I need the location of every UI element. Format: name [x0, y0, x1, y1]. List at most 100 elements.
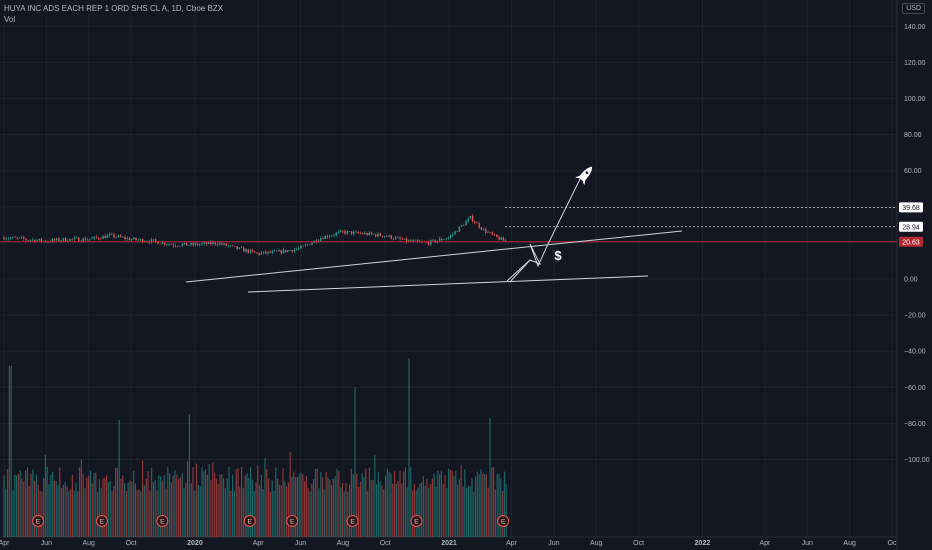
- earnings-marker-label: E: [100, 519, 105, 526]
- candle-body: [447, 237, 450, 239]
- volume-bar: [73, 490, 75, 537]
- dollar-annotation: $: [554, 248, 562, 263]
- current-price-label: 20.63: [899, 236, 923, 247]
- volume-bar: [309, 491, 311, 537]
- volume-bar: [298, 474, 300, 537]
- volume-bar: [104, 477, 106, 537]
- volume-bar: [124, 483, 126, 537]
- volume-bar: [363, 476, 365, 537]
- candle-body: [100, 238, 102, 240]
- volume-bar: [41, 491, 43, 537]
- volume-bar: [44, 455, 46, 537]
- candle-body: [333, 235, 335, 236]
- volume-bar: [336, 469, 338, 537]
- x-tick-label: Jun: [295, 540, 306, 547]
- candle-body: [434, 239, 436, 243]
- candle-body: [150, 239, 153, 243]
- x-tick-label: Jun: [802, 540, 813, 547]
- volume-bar: [237, 468, 239, 537]
- candle-body: [267, 251, 269, 254]
- candle-body: [500, 237, 502, 240]
- volume-bar: [401, 483, 403, 537]
- volume-bar: [187, 461, 189, 537]
- candle-body: [403, 238, 406, 240]
- volume-bar: [21, 478, 23, 537]
- volume-bar: [176, 474, 178, 537]
- volume-bar: [26, 467, 28, 537]
- candle-body: [227, 245, 230, 247]
- candle-body: [3, 237, 5, 240]
- candle-body: [390, 235, 392, 239]
- volume-bar: [100, 488, 102, 537]
- candle-body: [355, 231, 357, 233]
- currency-button[interactable]: USD: [902, 3, 925, 14]
- volume-bar: [431, 478, 433, 537]
- volume-bar: [107, 482, 109, 537]
- volume-bar: [228, 466, 230, 537]
- volume-bar: [300, 472, 302, 537]
- volume-bar: [106, 475, 108, 537]
- volume-bar: [246, 473, 248, 537]
- volume-bar: [244, 475, 246, 537]
- x-tick-label: Aug: [843, 540, 856, 547]
- volume-bar: [320, 471, 322, 537]
- volume-bar: [293, 471, 295, 537]
- volume-bar: [412, 490, 414, 537]
- volume-bar: [77, 491, 79, 537]
- volume-bar: [68, 491, 70, 537]
- volume-bar: [311, 483, 313, 537]
- rocket-fin: [575, 175, 586, 185]
- candle-body: [504, 240, 507, 242]
- volume-bar: [142, 460, 144, 537]
- x-tick-label: Apr: [506, 540, 518, 547]
- candle-body: [201, 243, 203, 245]
- candle-body: [306, 244, 309, 246]
- volume-bar: [444, 475, 446, 537]
- candle-body: [192, 243, 194, 245]
- volume-bar: [277, 478, 279, 537]
- volume-bar: [458, 479, 460, 537]
- candle-body: [108, 234, 111, 236]
- volume-bar: [3, 475, 5, 537]
- price-label-box: [899, 202, 923, 213]
- x-tick-label: Oct: [633, 540, 644, 547]
- candle-body: [379, 233, 381, 236]
- candle-body: [476, 222, 478, 224]
- candle-body: [56, 238, 58, 241]
- volume-bar: [473, 491, 475, 537]
- volume-bar: [404, 467, 406, 537]
- candle-body: [452, 234, 454, 236]
- candle-body: [258, 253, 260, 255]
- volume-bar: [208, 464, 210, 537]
- candle-body: [256, 252, 258, 254]
- volume-bar: [349, 484, 351, 537]
- volume-bar: [503, 471, 505, 537]
- candle-body: [454, 231, 456, 235]
- candle-body: [93, 236, 95, 239]
- volume-bar: [23, 481, 25, 537]
- x-tick-label: Apr: [253, 540, 265, 547]
- candle-body: [168, 244, 170, 245]
- candle-body: [485, 229, 487, 233]
- price-label-text: 28.94: [902, 224, 920, 231]
- volume-bar: [368, 467, 370, 537]
- volume-bar: [476, 471, 478, 537]
- candle-body: [126, 238, 128, 239]
- volume-bar: [255, 482, 257, 537]
- candle-body: [106, 235, 109, 239]
- volume-bar: [71, 474, 73, 537]
- candle-body: [254, 251, 256, 253]
- candle-body: [170, 244, 172, 245]
- candle-body: [157, 241, 159, 244]
- earnings-marker: E: [286, 515, 299, 527]
- earnings-marker-circle: [497, 515, 510, 527]
- volume-bar: [111, 491, 113, 537]
- earnings-marker: E: [32, 515, 45, 527]
- candle-body: [183, 242, 186, 245]
- volume-bar: [385, 475, 387, 537]
- volume-bar: [53, 480, 55, 537]
- volume-bar: [266, 469, 268, 537]
- candle-body: [16, 237, 18, 239]
- candle-body: [232, 245, 234, 247]
